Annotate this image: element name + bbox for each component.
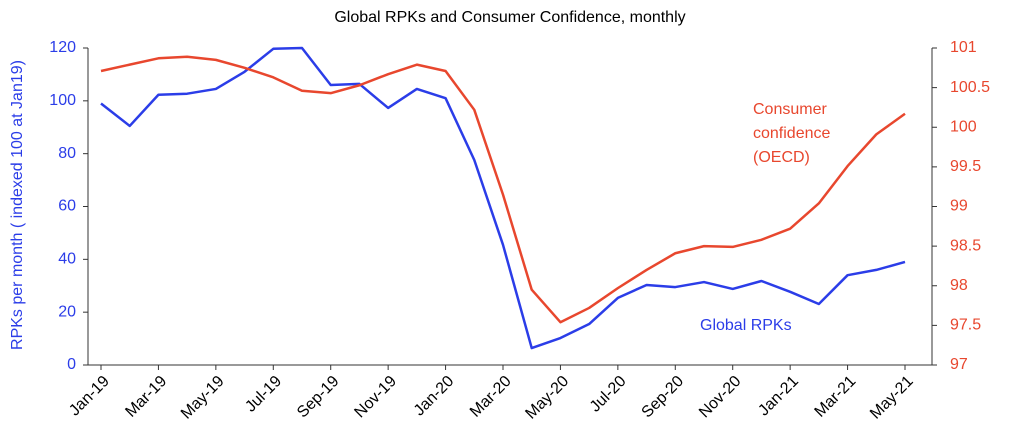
series-label: Global RPKs xyxy=(700,317,792,334)
chart-title: Global RPKs and Consumer Confidence, mon… xyxy=(334,9,685,26)
x-tick-label: May-20 xyxy=(522,373,572,423)
y2-tick-label: 100.5 xyxy=(950,79,990,96)
y2-tick-label: 99 xyxy=(950,198,968,215)
x-tick-label: Jan-21 xyxy=(755,373,802,420)
y2-tick-label: 97.5 xyxy=(950,317,981,334)
x-tick-label: Jul-20 xyxy=(587,373,630,416)
series-line xyxy=(100,55,906,324)
x-tick-label: Mar-21 xyxy=(812,373,860,421)
y2-tick-label: 98.5 xyxy=(950,237,981,254)
x-tick-label: May-21 xyxy=(867,373,917,423)
x-tick-label: Sep-19 xyxy=(294,373,343,422)
x-tick-label: Nov-20 xyxy=(696,373,745,422)
y2-tick-label: 100 xyxy=(950,118,977,135)
x-tick-label: Jan-19 xyxy=(66,373,113,420)
y-axis-label: RPKs per month ( indexed 100 at Jan19) xyxy=(9,60,26,350)
y2-tick-label: 97 xyxy=(950,356,968,373)
y-tick-label: 120 xyxy=(49,39,76,56)
y2-tick-label: 98 xyxy=(950,277,968,294)
x-tick-label: May-19 xyxy=(178,373,228,423)
y-tick-label: 100 xyxy=(49,92,76,109)
x-tick-label: Mar-20 xyxy=(467,373,515,421)
series-line xyxy=(100,46,906,350)
y-tick-label: 0 xyxy=(67,356,76,373)
y2-tick-label: 101 xyxy=(950,39,977,56)
y-tick-label: 80 xyxy=(58,145,76,162)
x-tick-label: Nov-19 xyxy=(351,373,400,422)
y2-tick-label: 99.5 xyxy=(950,158,981,175)
y-tick-label: 20 xyxy=(58,303,76,320)
x-tick-label: Sep-20 xyxy=(639,373,688,422)
x-tick-label: Jul-19 xyxy=(242,373,285,416)
y-tick-label: 40 xyxy=(58,251,76,268)
series-label: Consumer confidence (OECD) xyxy=(753,101,830,166)
y-tick-label: 60 xyxy=(58,198,76,215)
x-tick-label: Mar-19 xyxy=(122,373,170,421)
x-tick-label: Jan-20 xyxy=(411,373,458,420)
